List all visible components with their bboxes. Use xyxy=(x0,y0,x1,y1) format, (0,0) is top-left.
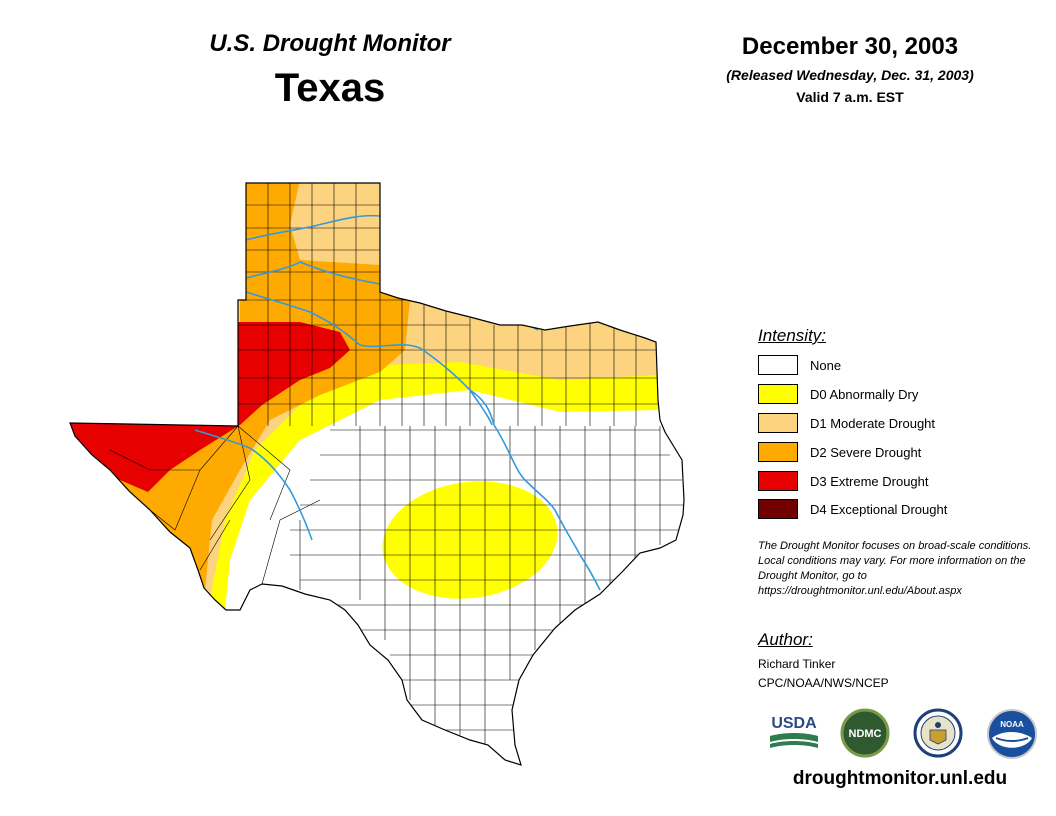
county-lines xyxy=(109,183,684,745)
valid-time: Valid 7 a.m. EST xyxy=(796,89,904,105)
legend-label: D4 Exceptional Drought xyxy=(810,502,948,517)
ndmc-logo: NDMC xyxy=(840,708,890,758)
author-title: Author: xyxy=(758,630,813,649)
state-outline xyxy=(69,182,685,766)
legend-swatch xyxy=(758,442,798,462)
legend-item: D2 Severe Drought xyxy=(758,442,998,464)
website-link[interactable]: droughtmonitor.unl.edu xyxy=(792,768,1008,789)
brazos-river xyxy=(245,291,556,511)
author-name: Richard Tinker xyxy=(758,657,836,671)
svg-text:NDMC: NDMC xyxy=(849,728,882,740)
legend-item: D1 Moderate Drought xyxy=(758,413,998,435)
map-date: December 30, 2003 xyxy=(741,33,959,60)
red-river-north xyxy=(245,261,381,285)
legend-label: D1 Moderate Drought xyxy=(810,416,936,431)
trinity-river xyxy=(469,389,493,426)
map-title: Texas xyxy=(274,66,386,110)
legend-title: Intensity: xyxy=(758,326,827,345)
legend-label: D2 Severe Drought xyxy=(810,445,922,460)
noaa-logo: NOAA xyxy=(987,709,1037,759)
legend-item: D4 Exceptional Drought xyxy=(758,499,998,521)
legend-item: None xyxy=(758,355,998,377)
pecos-river xyxy=(194,429,313,541)
doc-seal-logo xyxy=(913,708,963,758)
legend-item: D0 Abnormally Dry xyxy=(758,384,998,406)
legend-label: D3 Extreme Drought xyxy=(810,474,929,489)
legend-label: None xyxy=(810,358,842,373)
rivers xyxy=(194,214,601,591)
canadian-river xyxy=(245,214,381,241)
d0-central-region xyxy=(382,481,558,599)
author-org: CPC/NOAA/NWS/NCEP xyxy=(758,676,889,690)
legend-swatch xyxy=(758,384,798,404)
legend-label: D0 Abnormally Dry xyxy=(810,387,919,402)
d3-region xyxy=(70,322,350,492)
svg-text:USDA: USDA xyxy=(771,715,817,732)
release-date: (Released Wednesday, Dec. 31, 2003) xyxy=(726,67,974,83)
texas-drought-map xyxy=(69,182,685,766)
legend-swatch xyxy=(758,499,798,519)
disclaimer-note: The Drought Monitor focuses on broad-sca… xyxy=(758,540,1032,597)
legend-item: D3 Extreme Drought xyxy=(758,471,998,493)
usda-logo: USDA xyxy=(770,715,818,748)
brazos-river-lower xyxy=(554,509,601,591)
legend-swatch xyxy=(758,355,798,375)
legend-swatch xyxy=(758,471,798,491)
svg-text:NOAA: NOAA xyxy=(1000,720,1024,729)
map-subtitle: U.S. Drought Monitor xyxy=(209,30,451,57)
legend-swatch xyxy=(758,413,798,433)
